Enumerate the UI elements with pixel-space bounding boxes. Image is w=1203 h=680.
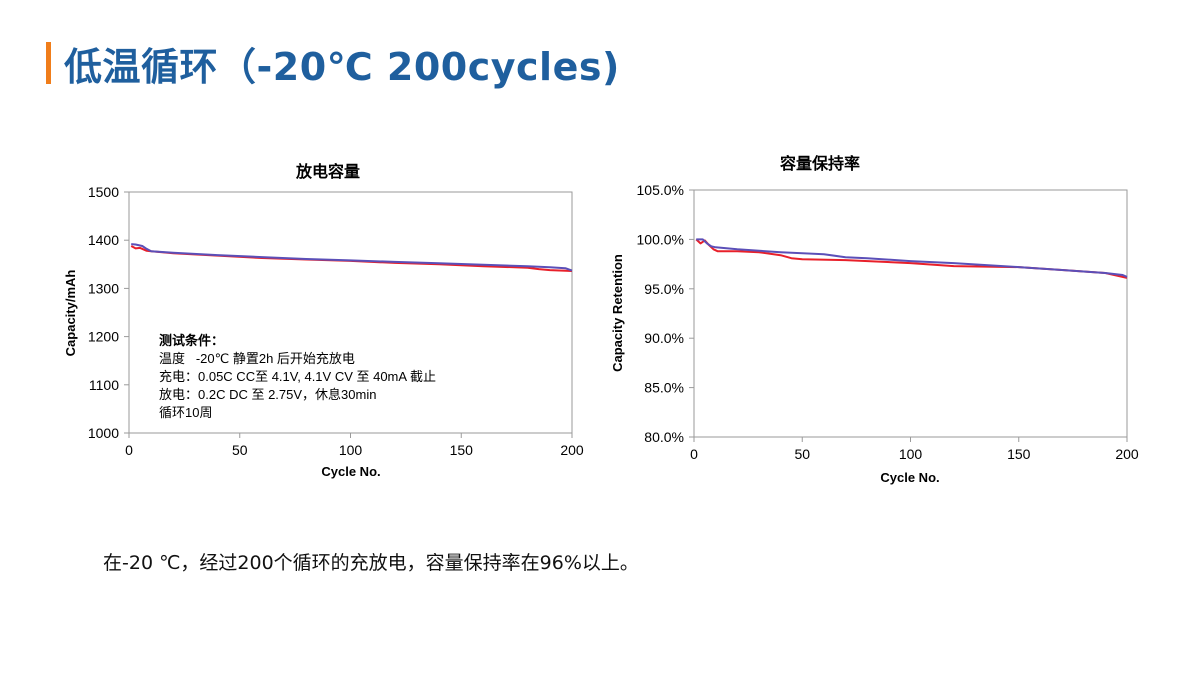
chart2-y-tick-label: 105.0% — [637, 182, 684, 198]
chart1-series-line-red — [130, 245, 573, 272]
chart-capacity-retention: 容量保持率 80.0% 85.0% 90.0% 95.0% 100.0% 105.0% 0… — [610, 154, 1139, 485]
chart1-y-tick-label: 1500 — [88, 184, 119, 200]
chart2-x-tick-label: 0 — [690, 446, 698, 462]
chart2-series — [695, 238, 1128, 279]
chart2-title: 容量保持率 — [779, 154, 860, 173]
chart2-series-line-red — [695, 238, 1128, 279]
chart2-y-ticks: 80.0% 85.0% 90.0% 95.0% 100.0% 105.0% — [637, 182, 694, 445]
chart1-y-tick-label: 1100 — [89, 377, 119, 393]
chart2-x-tick-label: 200 — [1115, 446, 1139, 462]
chart1-y-tick-label: 1200 — [88, 329, 119, 345]
chart2-series-line-blue — [696, 238, 1128, 278]
chart2-y-axis-label: Capacity Retention — [610, 254, 625, 372]
chart2-x-tick-label: 50 — [794, 446, 810, 462]
chart2-x-ticks: 0 50 100 150 200 — [690, 437, 1139, 462]
chart2-y-tick-label: 85.0% — [644, 380, 684, 396]
chart1-y-axis-label: Capacity/mAh — [63, 270, 78, 357]
chart1-x-axis-label: Cycle No. — [321, 464, 380, 479]
test-conditions-heading: 测试条件： — [159, 333, 224, 348]
chart1-series — [130, 243, 573, 272]
page-title: 低温循环（-20℃ 200cycles) — [64, 45, 620, 89]
test-condition-line: 放电：0.2C DC 至 2.75V，休息30min — [159, 387, 376, 402]
chart1-series-line-blue — [131, 243, 573, 272]
chart1-x-tick-label: 150 — [450, 442, 474, 458]
chart2-x-axis-label: Cycle No. — [880, 470, 939, 485]
chart-discharge-capacity: 放电容量 1000 1100 1200 1300 1400 1500 0 50 100 150 2… — [63, 162, 584, 479]
title-accent-bar — [46, 42, 51, 84]
conclusion-text: 在-20 ℃，经过200个循环的充放电，容量保持率在96%以上。 — [103, 552, 639, 574]
chart1-y-ticks: 1000 1100 1200 1300 1400 1500 — [88, 184, 129, 441]
chart1-x-tick-label: 100 — [339, 442, 363, 458]
chart2-x-tick-label: 150 — [1007, 446, 1031, 462]
chart1-x-tick-label: 200 — [560, 442, 584, 458]
test-condition-line: 充电：0.05C CC至 4.1V, 4.1V CV 至 40mA 截止 — [159, 369, 436, 384]
chart1-x-ticks: 0 50 100 150 200 — [125, 433, 584, 458]
test-condition-line: 循环10周 — [159, 405, 212, 420]
chart2-y-tick-label: 80.0% — [644, 429, 684, 445]
chart2-plot-frame — [693, 189, 1128, 438]
test-conditions: 测试条件： 温度 -20℃ 静置2h 后开始充放电 充电：0.05C CC至 4… — [159, 333, 436, 420]
chart2-y-tick-label: 95.0% — [644, 281, 684, 297]
chart2-y-tick-label: 90.0% — [644, 330, 684, 346]
chart1-x-tick-label: 50 — [232, 442, 248, 458]
test-condition-line: 温度 -20℃ 静置2h 后开始充放电 — [159, 351, 355, 366]
chart1-y-tick-label: 1000 — [88, 425, 119, 441]
chart1-y-tick-label: 1300 — [88, 280, 119, 296]
chart2-y-tick-label: 100.0% — [637, 231, 684, 247]
chart2-x-tick-label: 100 — [899, 446, 923, 462]
chart1-y-tick-label: 1400 — [88, 232, 119, 248]
chart1-x-tick-label: 0 — [125, 442, 133, 458]
chart1-title: 放电容量 — [295, 162, 360, 181]
